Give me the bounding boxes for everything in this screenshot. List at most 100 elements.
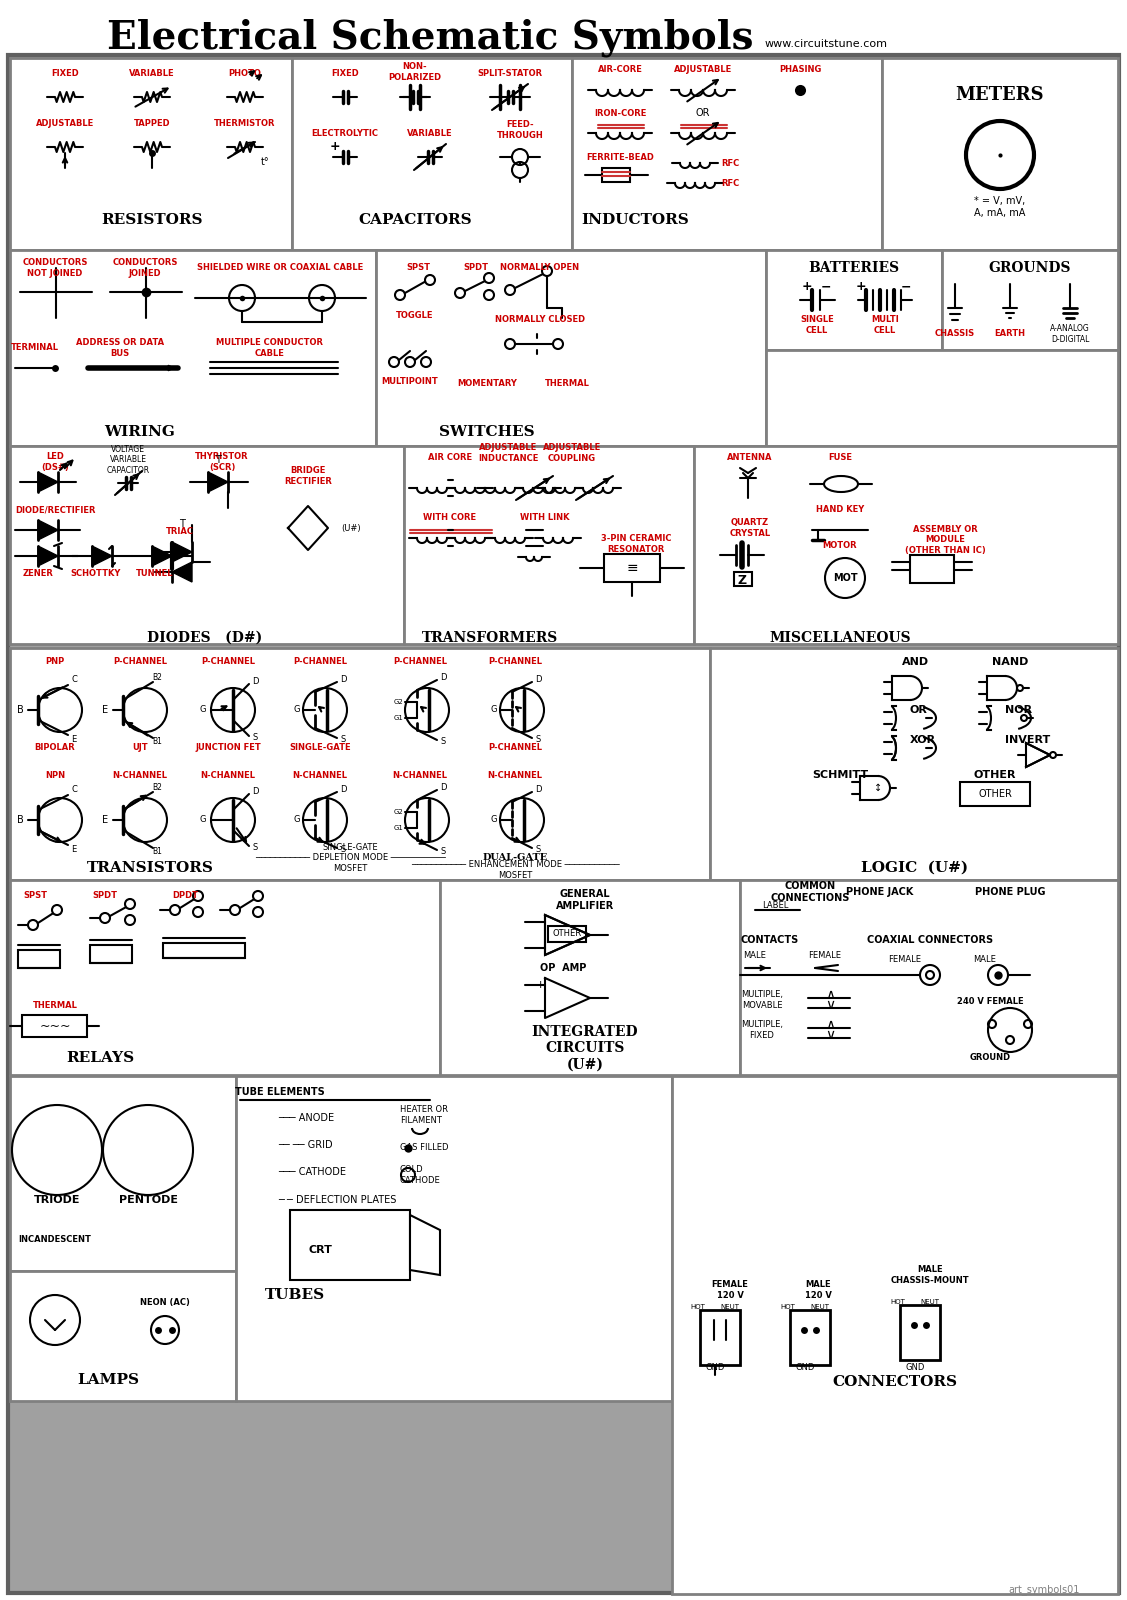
Text: OP  AMP: OP AMP [540,963,586,973]
Text: S: S [535,845,541,854]
Text: GROUND: GROUND [969,1053,1011,1062]
Text: S: S [441,738,445,747]
Text: G: G [490,816,497,824]
Text: CONTACTS: CONTACTS [740,934,799,946]
Text: FIXED: FIXED [331,69,358,78]
Bar [700,1310,740,1365]
Text: NON-
POLARIZED: NON- POLARIZED [389,62,442,82]
Bar [163,942,245,958]
Polygon shape [172,542,192,562]
Bar [604,554,660,582]
Text: ∨: ∨ [825,1029,835,1042]
Text: RFC: RFC [721,158,739,168]
Text: Electrical Schematic Symbols: Electrical Schematic Symbols [107,19,753,58]
Bar [10,880,440,1075]
Text: A-ANALOG
D-DIGITAL: A-ANALOG D-DIGITAL [1050,325,1090,344]
Text: THERMAL: THERMAL [544,379,589,387]
Text: MULTIPLE,
MOVABLE: MULTIPLE, MOVABLE [740,990,783,1010]
Text: FEMALE: FEMALE [888,955,922,965]
Text: SPST: SPST [406,262,431,272]
Text: S: S [340,736,346,744]
Text: INDUCTORS: INDUCTORS [582,213,689,227]
Text: 3-PIN CERAMIC
RESONATOR: 3-PIN CERAMIC RESONATOR [601,534,672,554]
Text: MOMENTARY: MOMENTARY [458,379,517,387]
Text: TUBES: TUBES [265,1288,325,1302]
Polygon shape [38,546,57,566]
Text: WITH LINK: WITH LINK [521,514,570,523]
Text: VARIABLE: VARIABLE [130,69,175,78]
Text: GND: GND [905,1363,924,1373]
Text: WIRING: WIRING [105,426,176,438]
Bar [10,1075,236,1270]
Text: COMMON
CONNECTIONS: COMMON CONNECTIONS [771,882,850,902]
Text: SINGLE-GATE
─────────── DEPLETION MODE ───────────
MOSFET: SINGLE-GATE ─────────── DEPLETION MODE ─… [255,843,445,874]
Text: G1: G1 [394,826,403,830]
Text: D: D [251,677,258,686]
Text: NEUT: NEUT [921,1299,940,1306]
Text: NORMALLY CLOSED: NORMALLY CLOSED [495,315,585,325]
Bar [18,950,60,968]
Bar [960,782,1030,806]
Bar [790,1310,829,1365]
Text: RELAYS: RELAYS [66,1051,134,1066]
Text: +: + [801,280,813,293]
Text: THYRISTOR
(SCR): THYRISTOR (SCR) [195,453,249,472]
Text: MALE: MALE [974,955,996,965]
Bar [766,250,942,350]
Text: +: + [535,979,544,990]
Text: COAXIAL CONNECTORS: COAXIAL CONNECTORS [867,934,993,946]
Bar [376,250,766,446]
Text: S: S [340,845,346,854]
Text: B1: B1 [152,848,162,856]
Bar [440,880,740,1075]
Bar [10,1270,236,1402]
Text: ↕: ↕ [873,782,882,794]
Text: AIR-CORE: AIR-CORE [597,66,642,75]
Circle shape [252,907,263,917]
Text: MULTIPLE CONDUCTOR
CABLE: MULTIPLE CONDUCTOR CABLE [216,338,323,358]
Circle shape [394,290,405,301]
Bar [548,926,586,942]
Text: CONDUCTORS
JOINED: CONDUCTORS JOINED [113,258,178,278]
Bar [10,648,710,880]
Text: IRON-CORE: IRON-CORE [594,109,646,117]
Text: EARTH: EARTH [994,330,1026,339]
Circle shape [421,357,431,366]
Text: NOR: NOR [1005,706,1032,715]
Text: ELECTROLYTIC: ELECTROLYTIC [311,130,379,139]
Circle shape [193,891,203,901]
Text: ─── CATHODE: ─── CATHODE [278,1166,346,1178]
Text: WITH CORE: WITH CORE [424,514,477,523]
Bar [766,350,1118,446]
Text: DIODE/RECTIFIER: DIODE/RECTIFIER [15,506,96,515]
Text: TOGGLE: TOGGLE [397,310,434,320]
Text: FEMALE: FEMALE [808,950,842,960]
Text: OTHER: OTHER [978,789,1012,798]
Text: ADDRESS OR DATA
BUS: ADDRESS OR DATA BUS [76,338,165,358]
Text: SPDT: SPDT [463,262,488,272]
Text: D: D [534,675,541,685]
Text: TUNNEL: TUNNEL [136,570,174,579]
Text: ADJUSTABLE: ADJUSTABLE [674,66,733,75]
Text: D: D [339,675,346,685]
Text: N-CHANNEL: N-CHANNEL [113,771,168,779]
Circle shape [505,285,515,294]
Text: THERMISTOR: THERMISTOR [214,120,276,128]
Text: t°: t° [260,157,269,166]
Text: SHIELDED WIRE OR COAXIAL CABLE: SHIELDED WIRE OR COAXIAL CABLE [197,264,363,272]
Text: MOTOR: MOTOR [823,541,858,549]
Text: PNP: PNP [45,658,64,667]
Text: B: B [17,814,24,826]
Text: P-CHANNEL: P-CHANNEL [393,658,447,667]
Text: RFC: RFC [721,179,739,187]
Text: INVERT: INVERT [1005,734,1050,746]
Text: QUARTZ
CRYSTAL: QUARTZ CRYSTAL [729,518,771,538]
Text: DPDT: DPDT [172,891,198,899]
Text: (U#): (U#) [341,523,361,533]
Text: P-CHANNEL: P-CHANNEL [488,744,542,752]
Text: RESISTORS: RESISTORS [101,213,203,227]
Text: SINGLE-GATE: SINGLE-GATE [290,744,350,752]
Text: +: + [330,141,340,154]
Text: D: D [251,787,258,797]
Text: PHASING: PHASING [779,66,822,75]
